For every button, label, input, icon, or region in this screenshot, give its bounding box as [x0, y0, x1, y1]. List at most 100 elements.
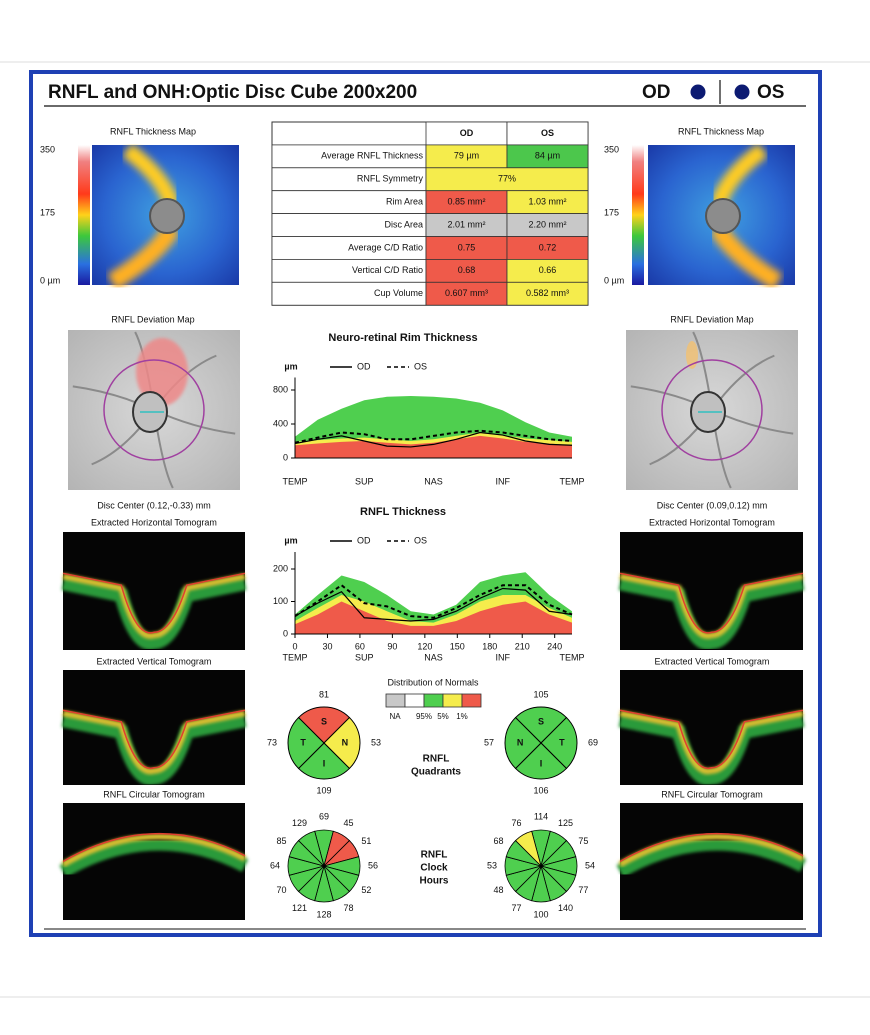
distribution-title: Distribution of Normals — [387, 677, 479, 687]
clock-value: 128 — [316, 909, 331, 919]
clock-sector — [514, 830, 542, 868]
quadrant-value: 105 — [533, 689, 548, 699]
thickness-map — [92, 143, 239, 290]
clock-caption: Clock — [420, 863, 448, 874]
clock-value: 70 — [277, 885, 287, 895]
dev-yellow — [686, 341, 698, 369]
x-category: TEMP — [282, 476, 307, 486]
x-category: NAS — [424, 652, 443, 662]
cell-value: 0.72 — [539, 242, 557, 252]
distribution-label: 1% — [456, 712, 468, 721]
tomogram — [618, 532, 805, 650]
tomogram-label: Extracted Horizontal Tomogram — [91, 517, 217, 527]
quadrant-sector — [297, 706, 351, 744]
tomogram-label: Extracted Vertical Tomogram — [97, 656, 212, 666]
scale-label: 350 — [40, 144, 55, 154]
deviation-map — [626, 330, 798, 490]
tomo-layer-yellow — [619, 710, 804, 775]
y-tick-label: 200 — [273, 563, 288, 573]
tomogram — [61, 670, 247, 786]
tomogram — [59, 803, 249, 920]
row-label: Rim Area — [386, 197, 423, 207]
quadrant-value: 81 — [319, 689, 329, 699]
tomo-layer-green — [616, 836, 807, 878]
normal-band — [295, 601, 572, 634]
thickness-line — [294, 587, 573, 622]
tomogram-label: RNFL Circular Tomogram — [661, 789, 763, 799]
dev-red — [136, 338, 188, 406]
clock-value: 114 — [534, 811, 548, 821]
row-label: Average RNFL Thickness — [321, 151, 423, 161]
tomo-layer-yellow — [618, 833, 805, 868]
cell-value: 0.68 — [458, 265, 476, 275]
x-tick-label: 30 — [322, 641, 332, 651]
thickness-line — [294, 429, 573, 444]
cell-value: 0.75 — [458, 242, 476, 252]
x-tick-label: 120 — [417, 641, 432, 651]
clock-value: 54 — [585, 860, 595, 870]
clock-value: 77 — [578, 885, 588, 895]
tomo-layer-red — [62, 832, 246, 863]
y-tick-label: 800 — [273, 384, 288, 394]
x-category: SUP — [355, 476, 374, 486]
tomogram-label: RNFL Circular Tomogram — [103, 789, 205, 799]
y-tick-label: 0 — [283, 452, 288, 462]
distribution-label: 5% — [437, 712, 449, 721]
disc-center: Disc Center (0.09,0.12) mm — [657, 500, 768, 510]
clock-value: 121 — [292, 903, 307, 913]
unit-label: µm — [284, 535, 297, 545]
map-label: RNFL Thickness Map — [678, 126, 764, 136]
os-dot — [734, 84, 750, 100]
clock-caption: RNFL — [421, 850, 448, 861]
clock-value: 56 — [368, 860, 378, 870]
dev-ring — [103, 359, 205, 461]
clock-value: 53 — [487, 860, 497, 870]
quadrant-sector — [540, 716, 578, 770]
scale-label: 0 µm — [604, 275, 624, 285]
row-label: RNFL Symmetry — [357, 174, 424, 184]
quadrant-name: S — [538, 716, 544, 726]
clock-sector — [297, 830, 325, 868]
row-label: Average C/D Ratio — [348, 242, 423, 252]
quadrant-caption: Quadrants — [411, 767, 461, 778]
tomo-layer-yellow — [62, 573, 246, 639]
row-label: Disc Area — [384, 219, 423, 229]
x-tick-label: 90 — [387, 641, 397, 651]
clock-value: 75 — [578, 836, 588, 846]
disc-center: Disc Center (0.12,-0.33) mm — [97, 500, 211, 510]
cell-value: 0.85 mm² — [447, 197, 485, 207]
legend-label: OD — [357, 535, 371, 545]
value-cell — [506, 281, 589, 306]
map-disc — [149, 198, 185, 234]
x-category: INF — [496, 652, 511, 662]
legend-label: OD — [357, 361, 371, 371]
cell-value: 79 µm — [454, 151, 479, 161]
clock-value: 45 — [343, 818, 353, 828]
clock-value: 64 — [270, 860, 280, 870]
y-tick-label: 100 — [273, 596, 288, 606]
clock-value: 68 — [494, 836, 504, 846]
cell-value: 0.582 mm³ — [526, 288, 569, 298]
quadrant-value: 73 — [267, 737, 277, 747]
tomo-layer-yellow — [61, 833, 247, 868]
quadrant-caption: RNFL — [423, 754, 450, 765]
color-scale — [632, 145, 644, 285]
tomo-layer-red — [619, 709, 804, 770]
tomogram-label: Extracted Vertical Tomogram — [655, 656, 770, 666]
clock-caption: Hours — [420, 876, 449, 887]
x-tick-label: 240 — [547, 641, 562, 651]
table-header: OD — [460, 128, 474, 138]
quadrant-sector — [514, 742, 568, 780]
row-label: Cup Volume — [374, 288, 423, 298]
clock-value: 100 — [533, 909, 548, 919]
thickness-line — [294, 584, 573, 619]
od-dot — [690, 84, 706, 100]
thickness-map — [648, 143, 795, 290]
quadrant-name: T — [559, 737, 565, 747]
cell-value: 1.03 mm² — [528, 197, 566, 207]
quadrant-name: N — [342, 737, 349, 747]
tomo-layer-red — [619, 572, 804, 634]
quadrant-name: N — [517, 737, 524, 747]
quadrant-name: T — [300, 737, 306, 747]
